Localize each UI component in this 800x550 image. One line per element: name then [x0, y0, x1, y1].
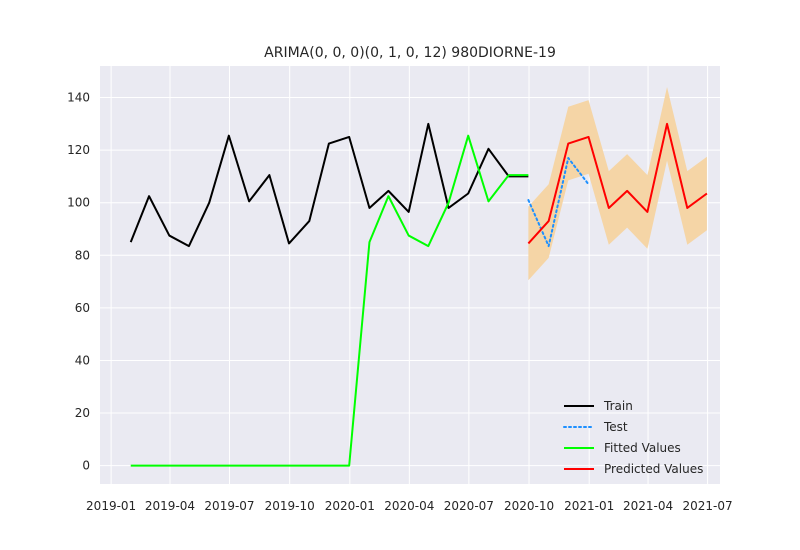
- legend-label: Train: [603, 399, 633, 413]
- x-axis-ticks: 2019-01 2019-04 2019-07 2019-10 2020-01 2020-…: [86, 499, 733, 513]
- series-line-train: [129, 122, 529, 248]
- x-tick-label: 2019-01: [86, 499, 136, 513]
- series-line-fitted-values: [130, 134, 529, 467]
- confidence-band-layer: [528, 87, 707, 281]
- x-tick-label: 2019-04: [145, 499, 195, 513]
- series-line-test: [527, 157, 590, 248]
- y-tick-label: 20: [75, 406, 90, 420]
- y-tick-label: 100: [67, 196, 90, 210]
- series-line-predicted-values: [527, 122, 708, 245]
- y-tick-label: 120: [67, 143, 90, 157]
- legend-label: Test: [603, 420, 628, 434]
- y-tick-label: 40: [75, 353, 90, 367]
- legend: Train Test Fitted Values Predicted Values: [563, 399, 703, 476]
- y-axis-ticks: 0 20 40 60 80 100 120 140: [67, 91, 90, 473]
- x-tick-label: 2020-07: [444, 499, 494, 513]
- legend-label: Fitted Values: [604, 441, 681, 455]
- y-tick-label: 60: [75, 301, 90, 315]
- y-tick-label: 80: [75, 248, 90, 262]
- x-tick-label: 2020-10: [504, 499, 554, 513]
- plot-area: [100, 66, 720, 484]
- chart-title: ARIMA(0, 0, 0)(0, 1, 0, 12) 980DIORNE-19: [264, 45, 556, 61]
- x-tick-label: 2021-07: [683, 499, 733, 513]
- x-tick-label: 2020-01: [325, 499, 375, 513]
- x-tick-label: 2021-04: [623, 499, 673, 513]
- x-tick-label: 2019-10: [265, 499, 315, 513]
- x-tick-label: 2021-01: [564, 499, 614, 513]
- series-layer: [129, 122, 708, 467]
- legend-label: Predicted Values: [604, 462, 703, 476]
- x-tick-label: 2019-07: [204, 499, 254, 513]
- confidence-band: [528, 87, 707, 281]
- y-tick-label: 0: [82, 459, 90, 473]
- y-tick-label: 140: [67, 91, 90, 105]
- x-tick-label: 2020-04: [384, 499, 434, 513]
